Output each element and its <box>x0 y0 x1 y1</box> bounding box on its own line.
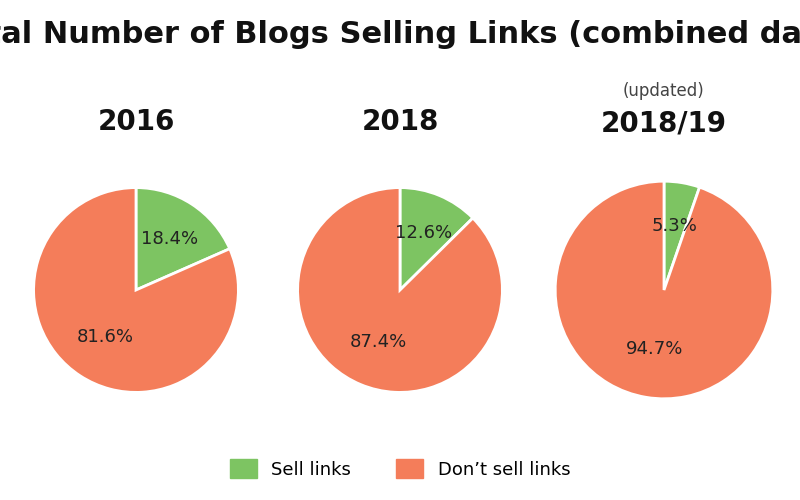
Text: 2018/19: 2018/19 <box>601 110 727 138</box>
Text: 12.6%: 12.6% <box>395 224 452 242</box>
Wedge shape <box>664 181 699 290</box>
Wedge shape <box>298 188 502 392</box>
Text: 18.4%: 18.4% <box>141 230 198 248</box>
Wedge shape <box>136 188 230 290</box>
Wedge shape <box>555 181 773 399</box>
Wedge shape <box>34 188 238 392</box>
Text: 87.4%: 87.4% <box>350 333 407 351</box>
Text: 2016: 2016 <box>98 108 174 136</box>
Text: 81.6%: 81.6% <box>77 328 134 346</box>
Text: 2018: 2018 <box>362 108 438 136</box>
Text: (updated): (updated) <box>623 82 705 100</box>
Text: 5.3%: 5.3% <box>652 216 698 234</box>
Text: 94.7%: 94.7% <box>626 340 682 358</box>
Wedge shape <box>400 188 473 290</box>
Legend: Sell links, Don’t sell links: Sell links, Don’t sell links <box>222 452 578 486</box>
Text: Total Number of Blogs Selling Links (combined data): Total Number of Blogs Selling Links (com… <box>0 20 800 49</box>
